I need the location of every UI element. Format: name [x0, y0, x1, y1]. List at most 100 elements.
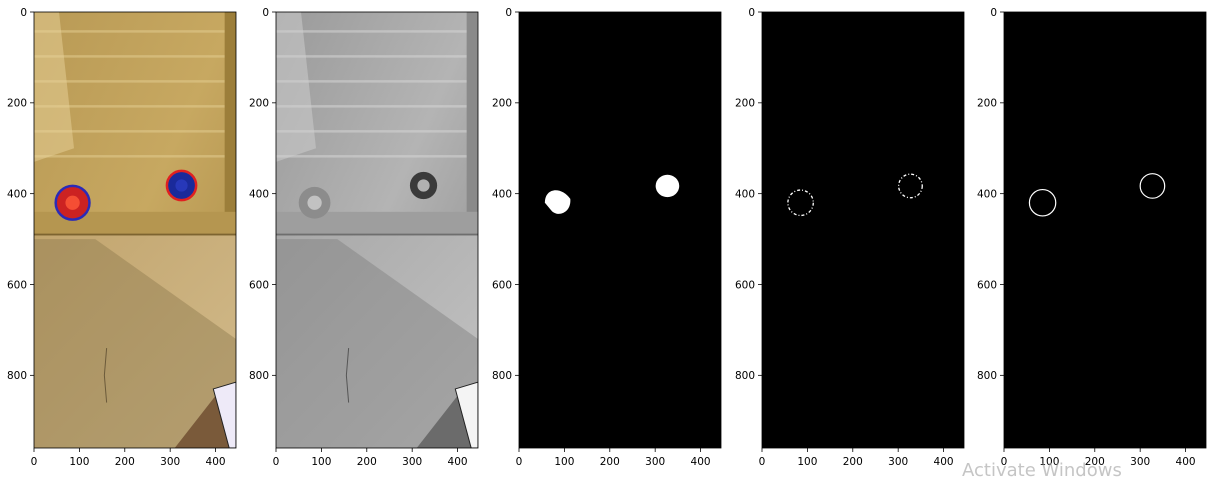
y-tick-label: 200 [249, 98, 269, 110]
y-tick-label: 200 [7, 98, 27, 110]
floor-region [34, 235, 236, 448]
axes-frame [761, 11, 965, 449]
y-tick-label: 400 [249, 188, 269, 200]
plank-line [276, 155, 478, 158]
y-tick-label: 200 [492, 98, 512, 110]
black-background [1004, 12, 1206, 448]
contour-image: 0 100 200 300 400 0 200 400 600 800 [977, 7, 1207, 468]
plank-line [34, 30, 236, 33]
y-tick-label: 0 [262, 7, 269, 19]
paper-sheet [454, 381, 478, 448]
x-tick-label: 400 [448, 456, 468, 468]
right-post [224, 12, 236, 226]
x-tick-label: 400 [1176, 456, 1196, 468]
original-color-image-image [34, 12, 236, 448]
black-background [762, 12, 964, 448]
x-tick-label: 400 [206, 456, 226, 468]
x-tick-label: 0 [516, 456, 523, 468]
floor-shadow [34, 239, 236, 448]
plank-line [34, 80, 236, 83]
edge-left [787, 189, 814, 217]
axes-frame [1003, 11, 1207, 449]
x-tick-label: 0 [273, 456, 280, 468]
black-background [519, 12, 721, 448]
y-tick-label: 400 [977, 188, 997, 200]
plank-line [276, 130, 478, 133]
floor-crack [103, 348, 108, 403]
plank-line [276, 55, 478, 58]
y-tick-label: 600 [977, 279, 997, 291]
x-tick-label: 200 [843, 456, 863, 468]
floor-crack [345, 348, 350, 403]
axes-frame [275, 11, 479, 449]
contour-left [1028, 188, 1057, 217]
x-tick-label: 300 [1130, 456, 1150, 468]
y-tick-label: 600 [492, 279, 512, 291]
grayscale-image-image [276, 12, 478, 448]
x-tick-label: 0 [1001, 456, 1008, 468]
y-tick-label: 400 [735, 188, 755, 200]
activate-windows-watermark: Activate Windows [962, 460, 1122, 481]
plank-line [34, 155, 236, 158]
edge-image-image [762, 12, 964, 448]
x-tick-label: 100 [69, 456, 89, 468]
x-tick-label: 300 [402, 456, 422, 468]
x-tick-label: 300 [888, 456, 908, 468]
plank-line [276, 80, 478, 83]
edge-right [897, 173, 923, 199]
y-tick-label: 800 [249, 370, 269, 382]
ledge [276, 211, 478, 235]
object-center [65, 195, 80, 210]
floor-shadow [276, 239, 478, 448]
x-tick-label: 100 [797, 456, 817, 468]
y-tick-label: 0 [20, 7, 27, 19]
x-tick-label: 200 [1085, 456, 1105, 468]
y-tick-label: 600 [249, 279, 269, 291]
mask-right [655, 174, 680, 198]
y-tick-label: 600 [7, 279, 27, 291]
y-tick-label: 0 [505, 7, 512, 19]
y-tick-label: 600 [735, 279, 755, 291]
blob-right-gray [409, 171, 438, 200]
x-tick-label: 300 [645, 456, 665, 468]
light-band [34, 12, 74, 162]
y-tick-label: 200 [735, 98, 755, 110]
object-center [417, 179, 430, 192]
y-tick-label: 400 [7, 188, 27, 200]
object-center [175, 179, 188, 192]
axes-frame [518, 11, 722, 449]
y-tick-label: 0 [748, 7, 755, 19]
x-tick-label: 300 [160, 456, 180, 468]
y-tick-label: 800 [7, 370, 27, 382]
mask-left [544, 190, 571, 214]
y-tick-label: 800 [735, 370, 755, 382]
edge-image: 0 100 200 300 400 0 200 400 600 800 [735, 7, 965, 468]
object-center [307, 195, 322, 210]
ledge-edge [276, 233, 478, 237]
plank-line [34, 130, 236, 133]
ledge [34, 211, 236, 235]
floor-region [276, 235, 478, 448]
blob-left [54, 184, 91, 221]
ledge-edge [34, 233, 236, 237]
blob-right [165, 169, 198, 202]
y-tick-label: 400 [492, 188, 512, 200]
axes-frame [33, 11, 237, 449]
detection-ring [54, 184, 91, 221]
x-tick-label: 200 [600, 456, 620, 468]
y-tick-label: 800 [492, 370, 512, 382]
right-post [466, 12, 478, 226]
grayscale-image: 0 100 200 300 400 0 200 400 600 800 [249, 7, 479, 468]
y-tick-label: 0 [990, 7, 997, 19]
x-tick-label: 100 [311, 456, 331, 468]
x-tick-label: 400 [934, 456, 954, 468]
x-tick-label: 100 [554, 456, 574, 468]
light-band [276, 12, 316, 162]
x-tick-label: 400 [691, 456, 711, 468]
y-tick-label: 800 [977, 370, 997, 382]
blob-left-gray [298, 186, 331, 219]
plank-line [34, 105, 236, 108]
x-tick-label: 0 [759, 456, 766, 468]
plank-line [276, 30, 478, 33]
